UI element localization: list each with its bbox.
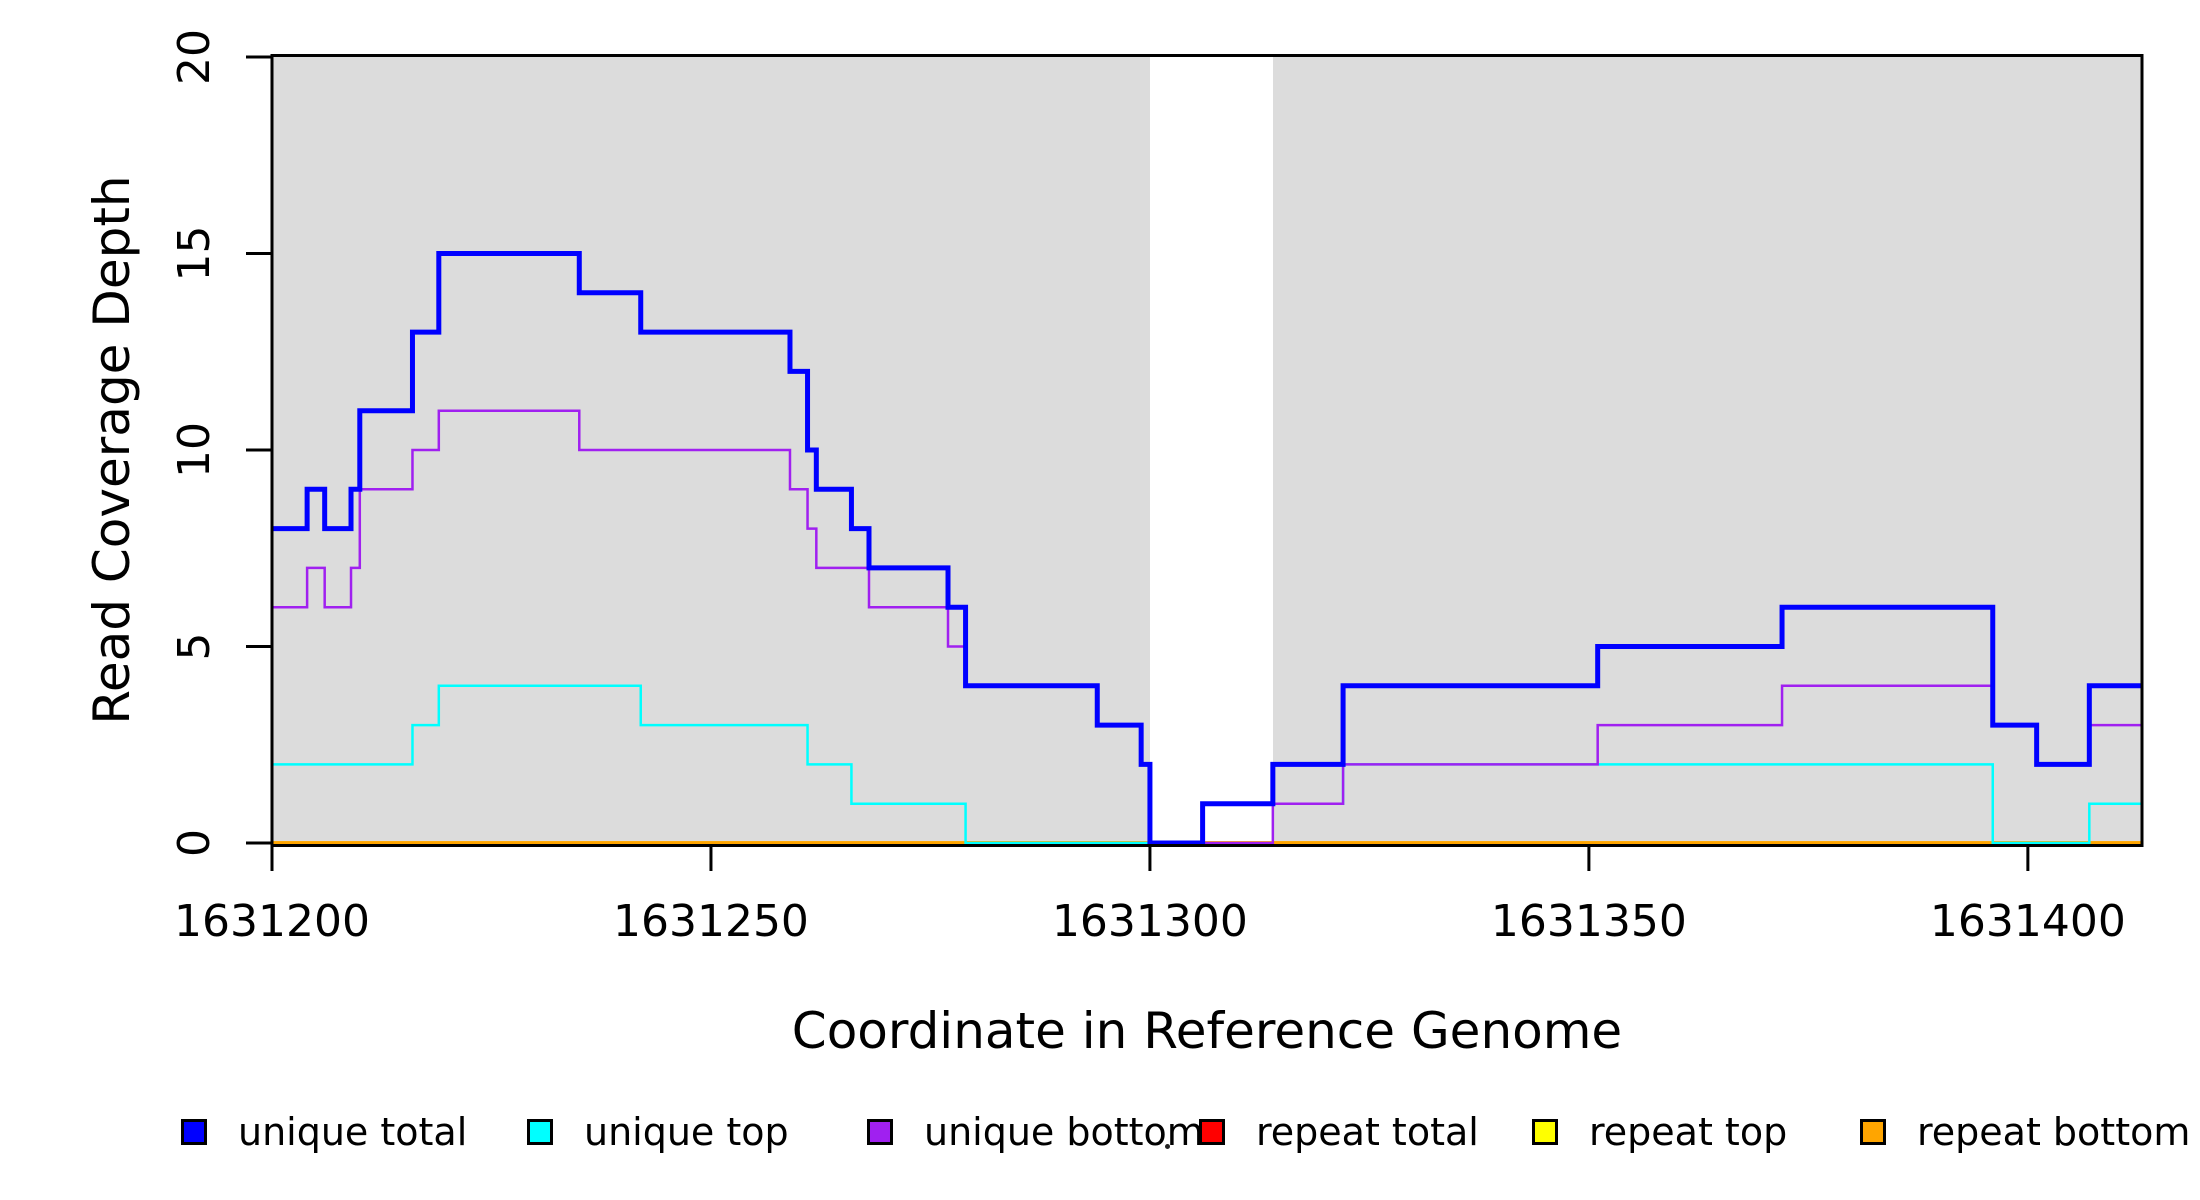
stray-dot [1165, 1144, 1170, 1149]
x-tick-label-1631300: 1631300 [1052, 896, 1248, 947]
legend-swatch-unique-bottom [867, 1119, 893, 1145]
series-line-unique-top [272, 684, 2142, 845]
legend-swatch-unique-top [527, 1119, 553, 1145]
y-tick-label-5: 5 [169, 633, 220, 661]
legend-swatch-unique-total [181, 1119, 207, 1145]
legend-item-repeat-total: repeat total [1199, 1110, 1479, 1154]
legend-label-repeat-top: repeat top [1589, 1110, 1788, 1154]
y-axis: 0 5 10 15 20 [169, 29, 272, 857]
legend-label-unique-total: unique total [238, 1110, 468, 1154]
legend-label-unique-top: unique top [584, 1110, 789, 1154]
legend-swatch-repeat-top [1532, 1119, 1558, 1145]
y-axis-title: Read Coverage Depth [83, 175, 141, 725]
legend-item-repeat-bottom: repeat bottom [1860, 1110, 2191, 1154]
x-tick-label-1631400: 1631400 [1930, 896, 2126, 947]
legend-swatch-repeat-bottom [1860, 1119, 1886, 1145]
legend-item-repeat-top: repeat top [1532, 1110, 1788, 1154]
y-tick-label-20: 20 [169, 29, 220, 85]
masked-region-right [1272, 57, 2142, 843]
series-line-unique-bottom [272, 409, 2142, 845]
x-tick-label-1631250: 1631250 [613, 896, 809, 947]
y-tick-label-15: 15 [169, 226, 220, 282]
legend-item-unique-bottom: unique bottom [867, 1110, 1204, 1154]
legend-label-repeat-total: repeat total [1256, 1110, 1479, 1154]
legend-label-unique-bottom: unique bottom [924, 1110, 1204, 1154]
legend-label-repeat-bottom: repeat bottom [1917, 1110, 2191, 1154]
x-tick-label-1631350: 1631350 [1491, 896, 1687, 947]
x-tick-label-1631200: 1631200 [174, 896, 370, 947]
legend-item-unique-top: unique top [527, 1110, 789, 1154]
legend-swatch-repeat-total [1199, 1119, 1225, 1145]
y-tick-label-10: 10 [169, 422, 220, 478]
series-line-unique-total [272, 251, 2142, 846]
legend-item-unique-total: unique total [181, 1110, 468, 1154]
y-tick-label-0: 0 [169, 829, 220, 857]
x-axis-title: Coordinate in Reference Genome [791, 1002, 1623, 1060]
x-axis: 1631200 1631250 1631300 1631350 1631400 [174, 845, 2126, 947]
